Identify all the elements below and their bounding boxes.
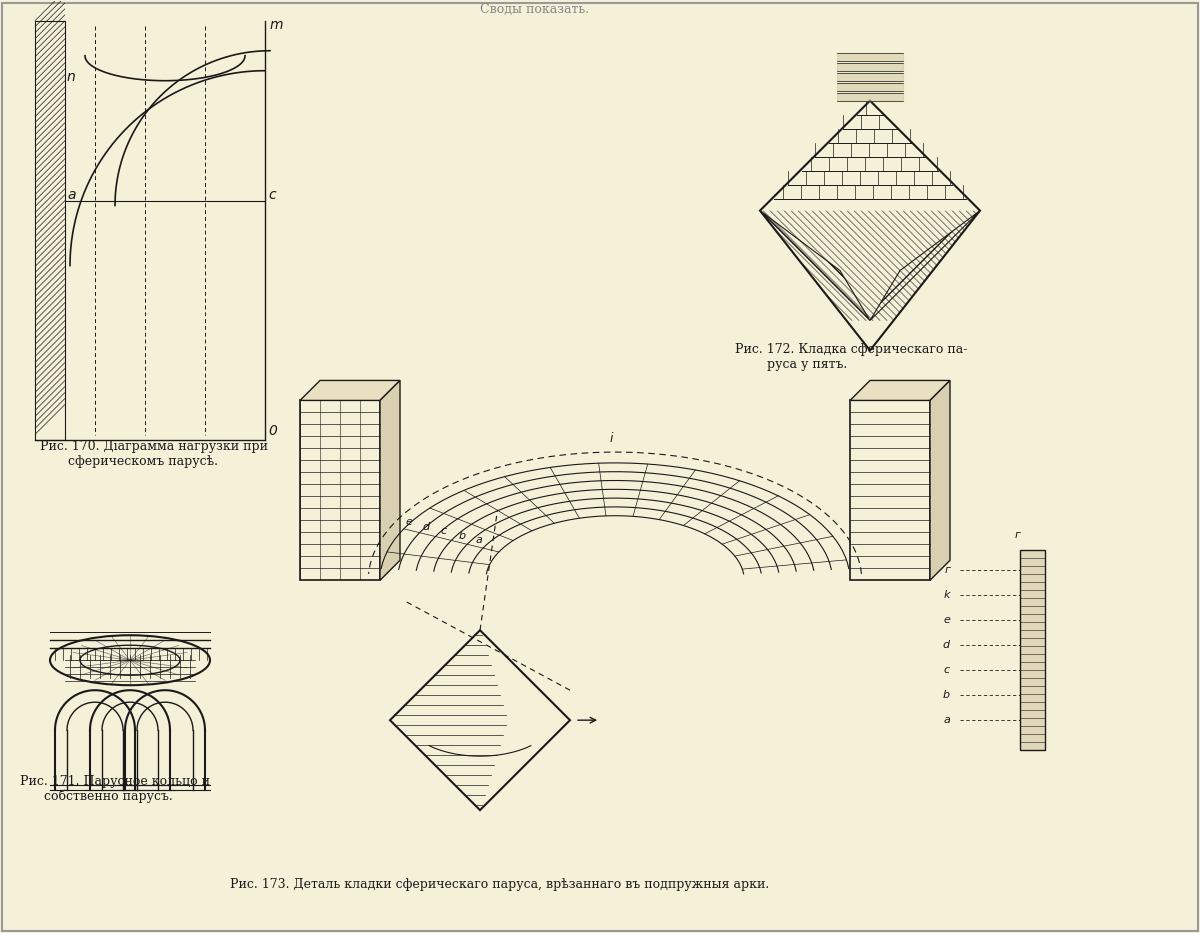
Text: m: m <box>270 18 283 32</box>
Text: e: e <box>943 615 950 625</box>
Text: b: b <box>458 531 466 540</box>
Text: d: d <box>943 640 950 650</box>
Text: Рис. 170. Діаграмма нагрузки при
       сферическомъ парусѣ.: Рис. 170. Діаграмма нагрузки при сфериче… <box>40 440 268 468</box>
Bar <box>850 400 930 580</box>
Text: c: c <box>944 665 950 675</box>
Text: Своды показать.: Своды показать. <box>480 3 589 16</box>
Bar <box>300 400 380 580</box>
Text: n: n <box>67 70 76 84</box>
Text: a: a <box>475 535 482 545</box>
Bar <box>1020 550 1045 750</box>
Text: a: a <box>67 188 76 202</box>
Text: a: a <box>943 716 950 725</box>
Polygon shape <box>300 381 400 400</box>
Text: г: г <box>1015 530 1021 540</box>
Text: i: i <box>610 432 613 445</box>
Polygon shape <box>380 381 400 580</box>
Text: k: k <box>943 591 950 600</box>
Text: e: e <box>406 518 412 527</box>
Text: г: г <box>944 565 950 576</box>
Text: c: c <box>268 188 276 202</box>
Text: 0: 0 <box>268 425 277 439</box>
Polygon shape <box>850 381 950 400</box>
Text: Рис. 172. Кладка сферическаго па-
        руса у пятъ.: Рис. 172. Кладка сферическаго па- руса у… <box>734 343 967 371</box>
Text: d: d <box>422 522 430 532</box>
Text: c: c <box>440 526 446 536</box>
Text: Рис. 173. Деталь кладки сферическаго паруса, врѣзаннаго въ подпружныя арки.: Рис. 173. Деталь кладки сферическаго пар… <box>230 878 769 891</box>
Bar <box>35 21 65 440</box>
Polygon shape <box>930 381 950 580</box>
Text: Рис. 171. Парусное кольцо и
      собственно парусъ.: Рис. 171. Парусное кольцо и собственно п… <box>20 774 210 803</box>
Text: b: b <box>943 690 950 700</box>
